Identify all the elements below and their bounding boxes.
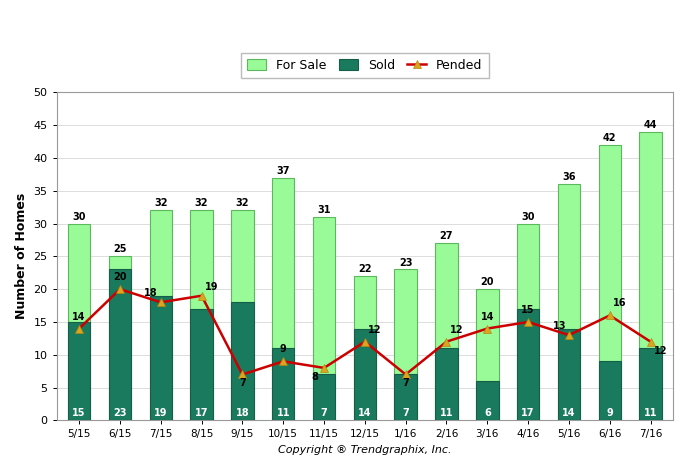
- Bar: [354, 329, 376, 421]
- Text: 32: 32: [195, 198, 208, 209]
- Bar: [558, 184, 580, 421]
- Bar: [313, 375, 335, 421]
- Bar: [231, 302, 254, 421]
- X-axis label: Copyright ® Trendgraphix, Inc.: Copyright ® Trendgraphix, Inc.: [278, 445, 451, 455]
- Bar: [394, 269, 417, 421]
- Text: 12: 12: [654, 345, 667, 356]
- Bar: [639, 132, 662, 421]
- Y-axis label: Number of Homes: Number of Homes: [15, 193, 28, 320]
- Bar: [599, 145, 621, 421]
- Text: 18: 18: [144, 288, 158, 298]
- Bar: [517, 224, 539, 421]
- Bar: [394, 375, 417, 421]
- Bar: [109, 256, 131, 421]
- Text: 17: 17: [195, 408, 208, 418]
- Text: 19: 19: [204, 282, 218, 291]
- Text: 6: 6: [484, 408, 491, 418]
- Text: 7: 7: [321, 408, 327, 418]
- Bar: [231, 211, 254, 421]
- Text: 14: 14: [562, 408, 576, 418]
- Bar: [149, 296, 172, 421]
- Text: 30: 30: [72, 212, 86, 221]
- Bar: [149, 211, 172, 421]
- Text: 9: 9: [606, 408, 613, 418]
- Text: 32: 32: [236, 198, 249, 209]
- Bar: [313, 217, 335, 421]
- Text: 18: 18: [235, 408, 249, 418]
- Text: 25: 25: [114, 244, 127, 254]
- Bar: [599, 361, 621, 421]
- Bar: [558, 329, 580, 421]
- Text: 31: 31: [317, 205, 331, 215]
- Text: 30: 30: [522, 212, 535, 221]
- Bar: [436, 348, 458, 421]
- Text: 12: 12: [449, 325, 463, 335]
- Bar: [272, 178, 294, 421]
- Text: 14: 14: [358, 408, 372, 418]
- Text: 14: 14: [480, 312, 494, 321]
- Text: 16: 16: [613, 298, 626, 308]
- Text: 22: 22: [358, 264, 372, 274]
- Bar: [191, 309, 213, 421]
- Text: 12: 12: [368, 325, 381, 335]
- Text: 8: 8: [311, 372, 318, 382]
- Text: 11: 11: [440, 408, 453, 418]
- Text: 7: 7: [402, 408, 409, 418]
- Text: 20: 20: [114, 272, 127, 282]
- Text: 15: 15: [72, 408, 86, 418]
- Legend: For Sale, Sold, Pended: For Sale, Sold, Pended: [241, 53, 488, 78]
- Text: 9: 9: [280, 345, 287, 354]
- Text: 23: 23: [114, 408, 127, 418]
- Text: 42: 42: [603, 133, 616, 143]
- Text: 11: 11: [644, 408, 657, 418]
- Text: 37: 37: [277, 165, 290, 176]
- Bar: [354, 276, 376, 421]
- Text: 20: 20: [480, 277, 494, 287]
- Bar: [639, 348, 662, 421]
- Bar: [476, 381, 499, 421]
- Text: 13: 13: [552, 321, 566, 331]
- Text: 7: 7: [239, 378, 246, 388]
- Text: 44: 44: [644, 120, 657, 130]
- Bar: [517, 309, 539, 421]
- Text: 23: 23: [399, 258, 412, 267]
- Text: 11: 11: [277, 408, 290, 418]
- Text: 17: 17: [522, 408, 535, 418]
- Bar: [436, 243, 458, 421]
- Bar: [476, 289, 499, 421]
- Bar: [109, 269, 131, 421]
- Text: 7: 7: [402, 378, 409, 388]
- Text: 32: 32: [154, 198, 168, 209]
- Bar: [68, 322, 90, 421]
- Text: 36: 36: [562, 172, 576, 182]
- Bar: [191, 211, 213, 421]
- Text: 15: 15: [522, 305, 535, 315]
- Text: 14: 14: [72, 312, 86, 321]
- Bar: [68, 224, 90, 421]
- Bar: [272, 348, 294, 421]
- Text: 27: 27: [440, 231, 453, 241]
- Text: 19: 19: [154, 408, 168, 418]
